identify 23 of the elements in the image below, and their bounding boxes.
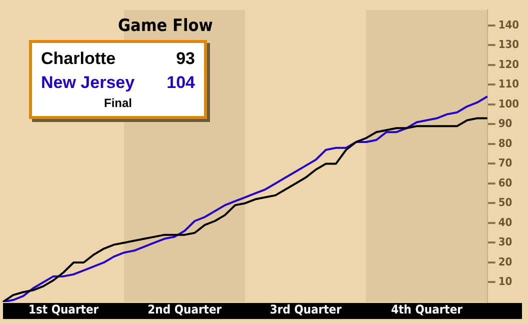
y-tick-label: 120 [498, 58, 520, 71]
y-tick-label: 10 [498, 275, 512, 288]
score-box: Charlotte 93 New Jersey 104 Final [29, 40, 207, 119]
annotation: 104 [166, 73, 195, 93]
y-tick-label: 110 [498, 78, 520, 91]
y-tick-label: 100 [498, 97, 520, 110]
y-tick-label: 90 [498, 117, 512, 130]
y-tick-label: 70 [498, 156, 512, 170]
y-tick-label: 60 [498, 176, 512, 190]
y-tick-label: 40 [498, 216, 512, 229]
annotation: 93 [176, 49, 195, 69]
y-tick-label: 140 [498, 18, 520, 32]
chart-title: Game Flow [118, 16, 213, 36]
text: 1st Quarter [28, 302, 100, 317]
y-tick-label: 80 [498, 136, 512, 150]
y-tick-label: 130 [498, 38, 520, 52]
y-tick-label: 50 [498, 196, 512, 210]
y-tick-label: 20 [498, 255, 512, 268]
annotation: Final [102, 96, 133, 110]
y-tick-label: 30 [498, 236, 512, 249]
text: 4th Quarter [391, 302, 464, 317]
text: 2nd Quarter [148, 302, 222, 317]
text: 3rd Quarter [270, 302, 342, 317]
